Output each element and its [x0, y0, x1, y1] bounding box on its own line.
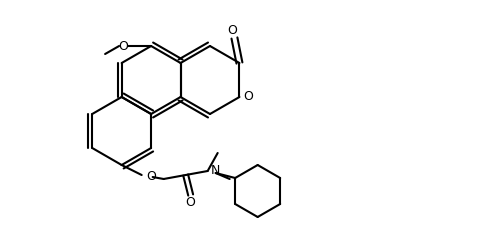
Text: O: O	[185, 197, 196, 209]
Text: O: O	[147, 171, 156, 183]
Text: O: O	[118, 40, 128, 52]
Text: O: O	[227, 23, 237, 37]
Text: O: O	[244, 90, 253, 104]
Text: N: N	[211, 165, 220, 177]
